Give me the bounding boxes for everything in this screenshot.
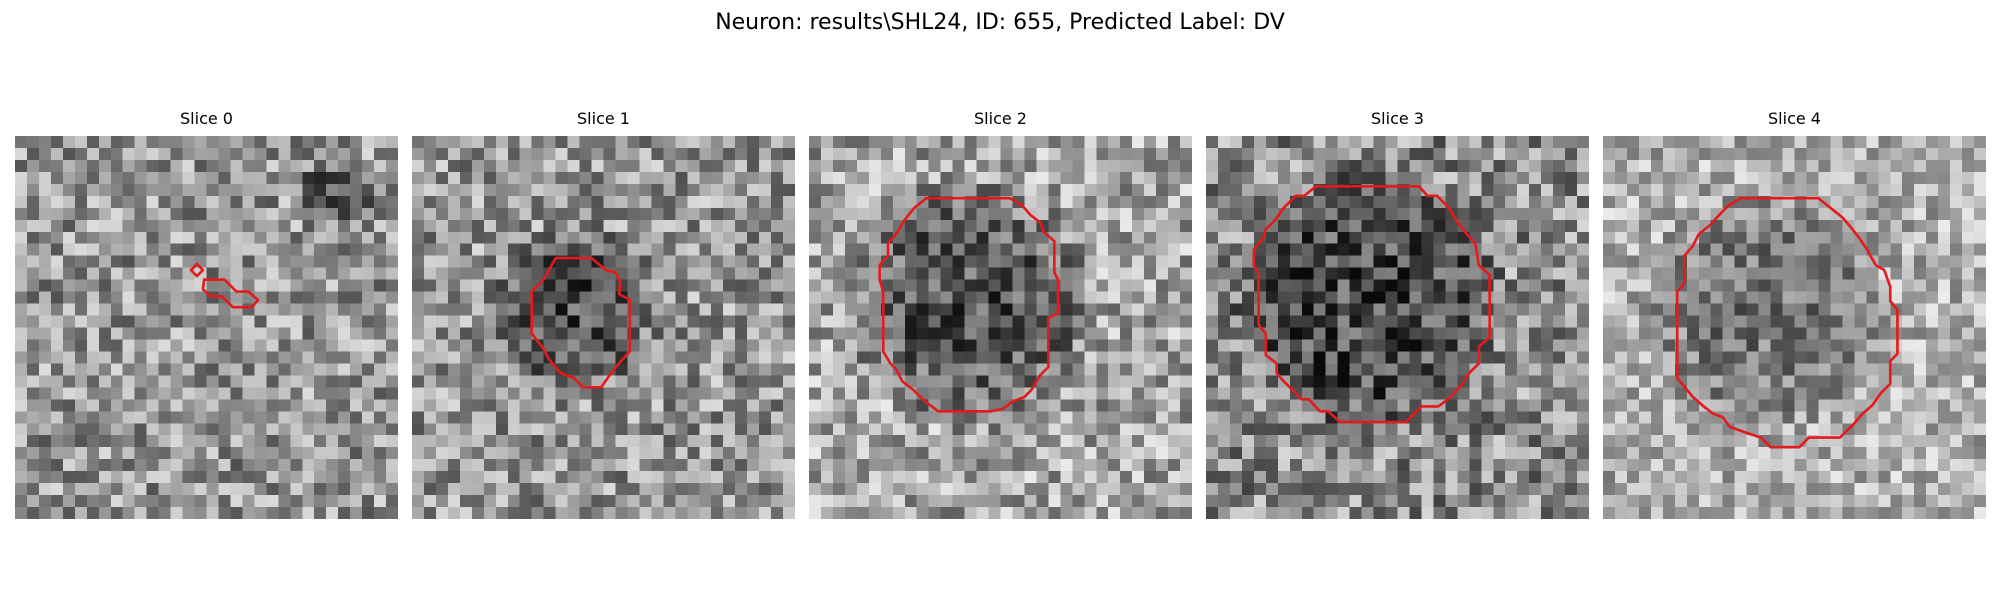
pixel-grid <box>1603 136 1986 519</box>
figure-title: Neuron: results\SHL24, ID: 655, Predicte… <box>715 10 1285 35</box>
pixel-grid <box>412 136 795 519</box>
slice-title-2: Slice 2 <box>974 109 1027 128</box>
slice-panel-0: Slice 0 <box>15 108 398 519</box>
slice-panel-2: Slice 2 <box>809 108 1192 519</box>
roi-contour <box>878 196 1060 413</box>
slice-title-3: Slice 3 <box>1371 109 1424 128</box>
roi-contour <box>189 262 205 278</box>
slice-panel-4: Slice 4 <box>1603 108 1986 519</box>
pixel-grid <box>15 136 398 519</box>
slice-title-0: Slice 0 <box>180 109 233 128</box>
slice-image-4 <box>1603 136 1986 519</box>
slice-image-0 <box>15 136 398 519</box>
pixel-grid <box>809 136 1192 519</box>
roi-contour <box>1675 196 1899 449</box>
roi-contour <box>1252 184 1491 424</box>
slice-title-4: Slice 4 <box>1768 109 1821 128</box>
slice-image-1 <box>412 136 795 519</box>
slice-image-3 <box>1206 136 1589 519</box>
pixel-grid <box>1206 136 1589 519</box>
roi-contour <box>201 278 260 309</box>
slice-image-2 <box>809 136 1192 519</box>
slice-panel-1: Slice 1 <box>412 108 795 519</box>
slice-panel-3: Slice 3 <box>1206 108 1589 519</box>
slice-title-1: Slice 1 <box>577 109 630 128</box>
roi-contour <box>530 256 632 389</box>
